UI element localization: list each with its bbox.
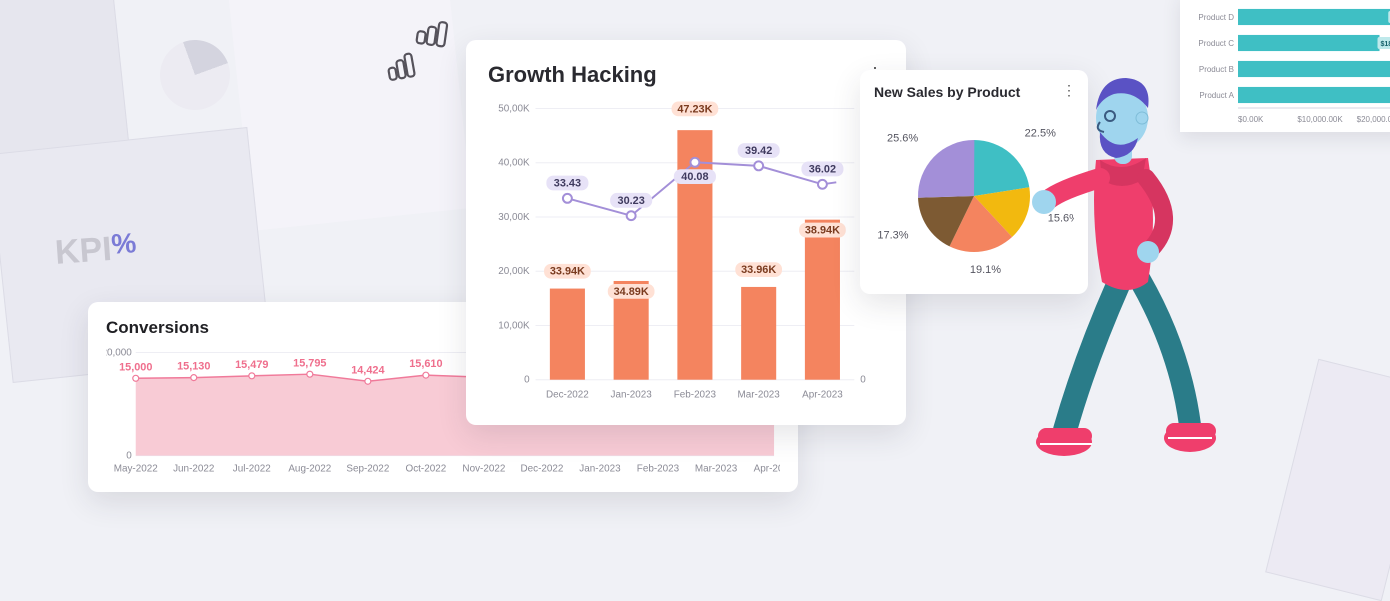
svg-text:Dec-2022: Dec-2022 [520,463,563,474]
svg-text:47.23K: 47.23K [677,103,712,115]
pie-chart: 22.5% 15.6% 19.1% 17.3% 25.6% [874,100,1074,280]
svg-text:33.94K: 33.94K [550,266,585,278]
svg-text:30.23: 30.23 [618,195,645,207]
svg-text:Mar-2023: Mar-2023 [695,463,738,474]
svg-text:$20,000.00K: $20,000.00K [1357,115,1390,124]
svg-text:19.1%: 19.1% [970,264,1001,276]
svg-text:Sep-2022: Sep-2022 [346,463,389,474]
svg-text:14,424: 14,424 [351,364,384,376]
growth-chart: 010,00K20,00K30,00K40,00K50,00K05.0033.9… [488,92,884,412]
svg-text:Dec-2022: Dec-2022 [546,390,589,401]
svg-text:38.94K: 38.94K [805,225,840,237]
svg-text:36.02: 36.02 [809,163,836,175]
svg-text:15,130: 15,130 [177,361,210,373]
svg-text:Apr-2023: Apr-2023 [754,463,780,474]
product-bars-chart: Product D$20,424.64KProduct C$18,982.99K… [1188,0,1390,126]
svg-text:22.5%: 22.5% [1025,128,1056,140]
svg-text:10,00K: 10,00K [498,320,530,331]
percent-icon: % [110,227,137,260]
growth-title: Growth Hacking [488,62,884,88]
svg-text:0: 0 [126,451,132,462]
growth-hacking-card: Growth Hacking ⋮ 010,00K20,00K30,00K40,0… [466,40,906,425]
svg-text:33.96K: 33.96K [741,264,776,276]
product-bars-card: Product D$20,424.64KProduct C$18,982.99K… [1180,0,1390,132]
svg-text:0: 0 [860,375,866,386]
svg-text:50,00K: 50,00K [498,103,530,114]
svg-text:Jul-2022: Jul-2022 [233,463,271,474]
svg-text:15,795: 15,795 [293,357,326,369]
svg-text:Nov-2022: Nov-2022 [462,463,505,474]
bars-decoration-icon [415,15,451,49]
svg-text:34.89K: 34.89K [614,286,649,298]
svg-text:25.6%: 25.6% [887,133,918,145]
svg-text:Product B: Product B [1199,65,1234,74]
svg-text:Oct-2022: Oct-2022 [406,463,447,474]
svg-text:15.6%: 15.6% [1048,212,1074,224]
svg-text:Feb-2023: Feb-2023 [637,463,680,474]
svg-text:30,00K: 30,00K [498,212,530,223]
svg-text:Feb-2023: Feb-2023 [674,390,717,401]
svg-text:15,000: 15,000 [119,361,152,373]
svg-text:May-2022: May-2022 [114,463,159,474]
pie-title: New Sales by Product [874,84,1074,100]
svg-text:Jun-2022: Jun-2022 [173,463,215,474]
svg-text:Product D: Product D [1198,13,1234,22]
svg-text:20,000: 20,000 [106,347,132,358]
svg-text:Apr-2023: Apr-2023 [802,390,843,401]
svg-text:17.3%: 17.3% [877,229,908,241]
svg-text:40.08: 40.08 [681,171,708,183]
svg-text:15,610: 15,610 [409,358,442,370]
svg-text:Product C: Product C [1198,39,1234,48]
svg-text:20,00K: 20,00K [498,266,530,277]
svg-text:15,479: 15,479 [235,359,268,371]
svg-text:Product A: Product A [1199,91,1234,100]
svg-text:$18,982.99K: $18,982.99K [1381,41,1390,48]
kpi-badge: KPI% [54,227,138,273]
sales-by-product-card: New Sales by Product ⋮ 22.5% 15.6% 19.1% 17… [860,70,1088,294]
svg-text:Jan-2023: Jan-2023 [579,463,621,474]
svg-text:0: 0 [524,375,530,386]
svg-text:$0.00K: $0.00K [1238,115,1264,124]
svg-text:39.42: 39.42 [745,145,772,157]
svg-text:33.43: 33.43 [554,177,581,189]
svg-text:40,00K: 40,00K [498,158,530,169]
pie-decoration-icon [150,30,240,120]
more-icon[interactable]: ⋮ [1062,82,1076,99]
svg-text:Mar-2023: Mar-2023 [738,390,781,401]
svg-text:Aug-2022: Aug-2022 [288,463,331,474]
bg-tile [1265,359,1390,601]
kpi-text: KPI [54,230,113,272]
svg-text:Jan-2023: Jan-2023 [611,390,653,401]
bars-decoration-icon [385,50,419,82]
svg-text:$10,000.00K: $10,000.00K [1297,115,1343,124]
